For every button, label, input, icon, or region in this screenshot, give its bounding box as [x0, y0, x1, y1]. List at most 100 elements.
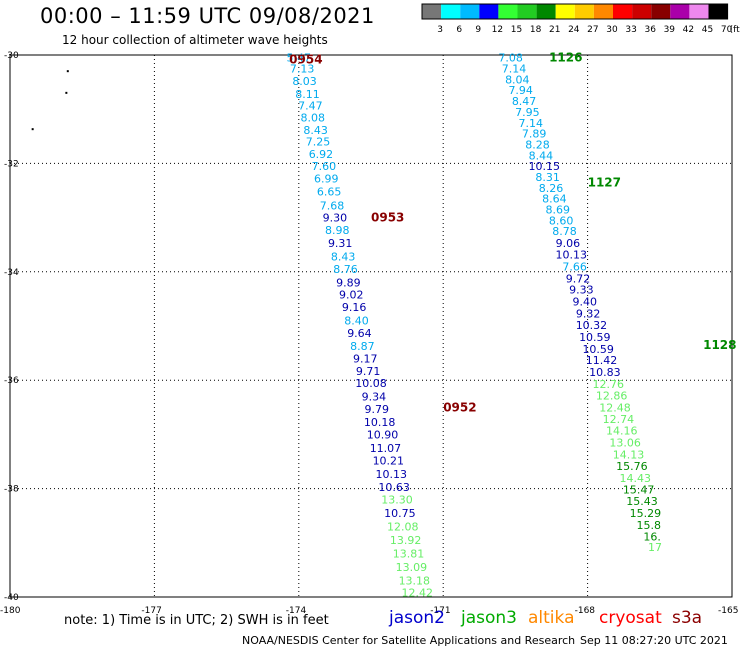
wave-height-value: 8.43: [331, 251, 356, 264]
wave-height-value: 9.16: [342, 301, 367, 314]
wave-height-value: 7.95: [515, 106, 540, 119]
legend-swatch: [517, 4, 537, 19]
wave-height-value: 8.98: [325, 224, 350, 237]
legend-swatch: [651, 4, 671, 19]
legend-tick-label: 12: [492, 25, 503, 35]
legend-swatch: [555, 4, 575, 19]
wave-height-value: 12.74: [603, 413, 635, 426]
wave-height-value: 15.8: [636, 519, 661, 532]
wave-height-value: 14.16: [606, 425, 638, 438]
lon-tick-label: -177: [141, 606, 161, 616]
wave-height-value: 12.48: [599, 401, 631, 414]
wave-height-value: 13.06: [609, 437, 641, 450]
lon-tick-label: -180: [0, 606, 21, 616]
wave-height-value: 14.13: [613, 448, 645, 461]
wave-height-value: 8.08: [301, 111, 326, 124]
wave-height-value: 17: [648, 541, 662, 554]
pass-time-label: 0952: [443, 400, 476, 414]
legend-tick-label: 15: [511, 25, 522, 35]
wave-height-value: 8.40: [344, 315, 369, 328]
wave-height-value: 6.99: [314, 173, 339, 186]
wave-height-value: 10.90: [367, 428, 399, 441]
satellite-s3a-label: s3a: [672, 608, 703, 628]
satellite-jason3-label: jason3: [461, 608, 517, 628]
wave-height-value: 9.72: [566, 272, 591, 285]
legend-unit: (ft): [730, 25, 740, 35]
legend-swatch: [593, 4, 613, 19]
wave-height-value: 10.15: [529, 160, 561, 173]
wave-height-value: 9.89: [336, 277, 361, 290]
wave-height-value: 13.81: [393, 548, 425, 561]
wave-height-value: 13.09: [396, 561, 428, 574]
legend-swatch: [670, 4, 690, 19]
legend-swatch: [574, 4, 594, 19]
footer-note: note: 1) Time is in UTC; 2) SWH is in fe…: [64, 613, 329, 628]
wave-height-value: 11.42: [586, 354, 618, 367]
lat-tick-label: -40: [4, 593, 19, 603]
legend-swatch: [441, 4, 461, 19]
wave-height-value: 8.76: [333, 263, 358, 276]
wave-height-value: 9.71: [356, 365, 381, 378]
legend-swatch: [632, 4, 652, 19]
wave-height-value: 9.06: [556, 237, 581, 250]
wave-height-value: 5.47: [287, 52, 312, 65]
wave-height-value: 15.29: [630, 507, 662, 520]
island-dot: [66, 70, 69, 73]
wave-height-value: 10.32: [576, 319, 608, 332]
wave-height-value: 9.32: [576, 308, 601, 321]
footer-credit: NOAA/NESDIS Center for Satellite Applica…: [242, 634, 576, 647]
lat-tick-label: -30: [4, 51, 19, 61]
legend-swatch: [613, 4, 633, 19]
wave-height-value: 8.69: [546, 203, 571, 216]
wave-height-value: 9.33: [569, 284, 594, 297]
wave-height-value: 9.64: [347, 327, 372, 340]
pass-time-label: 1126: [549, 51, 582, 65]
wave-height-value: 7.25: [306, 136, 331, 149]
map-title: 00:00 – 11:59 UTC 09/08/2021: [40, 4, 375, 28]
wave-height-value: 12.42: [401, 587, 433, 600]
lat-tick-label: -32: [4, 159, 19, 169]
satellite-cryosat-label: cryosat: [599, 608, 662, 628]
legend-swatch: [536, 4, 556, 19]
wave-height-value: 7.68: [320, 200, 345, 213]
wave-height-value: 8.28: [525, 138, 550, 151]
wave-height-value: 8.64: [542, 193, 567, 206]
lon-tick-label: -171: [430, 606, 450, 616]
wave-height-value: 7.47: [298, 99, 323, 112]
legend-swatch: [479, 4, 499, 19]
wave-height-value: 10.59: [579, 331, 611, 344]
lat-tick-label: -34: [4, 268, 19, 278]
satellite-altika-label: altika: [528, 608, 575, 628]
wave-height-value: 9.40: [572, 296, 597, 309]
map-subtitle: 12 hour collection of altimeter wave hei…: [62, 33, 328, 47]
legend-tick-label: 21: [549, 25, 560, 35]
wave-height-value: 10.75: [384, 507, 416, 520]
wave-height-value: 8.78: [552, 225, 577, 238]
wave-height-value: 10.13: [555, 248, 587, 261]
wave-height-value: 13.30: [381, 493, 413, 506]
legend-swatch: [498, 4, 518, 19]
legend-tick-label: 27: [587, 25, 598, 35]
wave-height-value: 10.08: [355, 377, 387, 390]
wave-height-value: 8.47: [512, 95, 537, 108]
legend-tick-label: 18: [530, 25, 542, 35]
legend-tick-label: 70: [721, 25, 733, 35]
wave-height-value: 10.18: [364, 416, 396, 429]
legend-tick-label: 3: [437, 25, 443, 35]
lat-tick-label: -38: [4, 485, 19, 495]
wave-height-value: 7.14: [519, 117, 544, 130]
wave-height-value: 8.44: [529, 149, 554, 162]
wave-height-value: 7.89: [522, 128, 547, 141]
legend-swatch: [708, 4, 728, 19]
legend-swatch: [460, 4, 480, 19]
wave-height-value: 7.60: [312, 160, 337, 173]
wave-height-value: 10.59: [582, 343, 614, 356]
wave-height-value: 6.92: [309, 148, 334, 161]
wave-height-value: 7.94: [508, 84, 533, 97]
lon-tick-label: -168: [575, 606, 596, 616]
legend-tick-label: 6: [456, 25, 462, 35]
wave-height-value: 10.21: [373, 454, 405, 467]
wave-height-value: 14.43: [620, 472, 652, 485]
